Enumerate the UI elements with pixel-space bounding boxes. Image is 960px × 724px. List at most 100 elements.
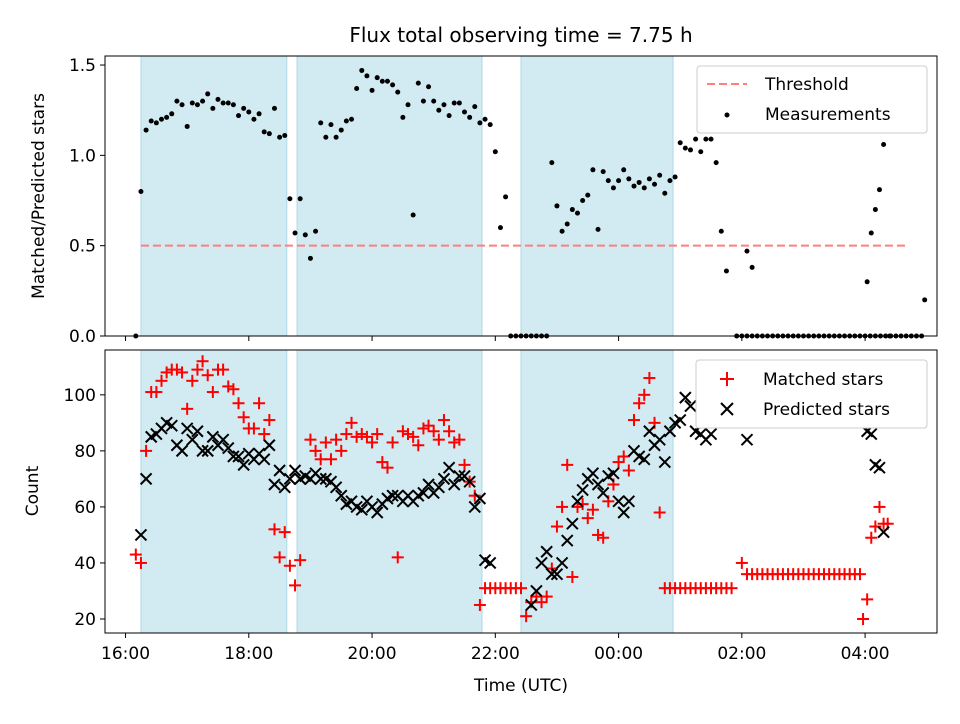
predicted-star-marker-b xyxy=(658,455,672,469)
matched-star-point xyxy=(515,582,527,595)
predicted-star-marker-b xyxy=(643,425,656,438)
predicted-star-point xyxy=(663,425,677,438)
predicted-star-point xyxy=(422,478,435,491)
predicted-star-marker-b xyxy=(350,500,363,514)
measurement-point xyxy=(194,102,200,108)
measurement-point xyxy=(174,98,180,104)
matched-star-point xyxy=(273,551,286,564)
matched-star-point xyxy=(319,436,332,449)
predicted-star-marker-b xyxy=(201,444,214,458)
predicted-star-point xyxy=(180,422,194,435)
predicted-star-marker-b xyxy=(283,472,297,486)
measurement-point xyxy=(610,185,616,191)
measurement-point xyxy=(148,118,154,124)
predicted-star-point xyxy=(463,475,476,488)
measurement-point xyxy=(672,174,678,180)
matched-star-point xyxy=(206,386,219,399)
matched-star-point xyxy=(355,428,368,441)
matched-star-point xyxy=(253,397,266,410)
matched-star-point xyxy=(540,590,553,603)
predicted-star-point xyxy=(550,567,564,581)
predicted-star-marker-b xyxy=(134,528,148,542)
observing-window-band xyxy=(140,55,288,337)
observing-windows xyxy=(140,349,674,634)
measurement-point xyxy=(251,116,257,122)
predicted-star-marker-b xyxy=(258,453,271,466)
predicted-star-point xyxy=(674,413,687,427)
measurement-point xyxy=(266,131,272,137)
predicted-star-point xyxy=(453,469,466,483)
matched-star-point xyxy=(155,374,168,387)
matched-star-point xyxy=(268,523,281,536)
predicted-star-marker-b xyxy=(422,478,435,491)
predicted-star-point xyxy=(201,444,214,458)
matched-star-point xyxy=(258,428,271,441)
predicted-star-point xyxy=(448,478,461,491)
predicted-star-point xyxy=(196,444,209,458)
predicted-star-marker-b xyxy=(417,486,430,500)
y-tick-label: 0.5 xyxy=(69,237,96,257)
y-tick-label: 80 xyxy=(74,442,96,462)
predicted-star-marker-b xyxy=(555,556,569,570)
predicted-star-marker-b xyxy=(355,503,368,516)
predicted-star-marker-b xyxy=(448,478,461,491)
matched-star-point xyxy=(371,428,384,441)
measurement-point xyxy=(503,194,509,200)
y-tick-label: 1.0 xyxy=(69,146,96,166)
measurement-point xyxy=(359,67,365,73)
measurement-point xyxy=(179,102,185,108)
measurement-point xyxy=(328,122,334,128)
predicted-star-point xyxy=(877,525,890,539)
measurement-point xyxy=(410,212,416,218)
matched-star-point xyxy=(222,380,235,393)
predicted-star-point xyxy=(576,483,589,497)
predicted-star-point xyxy=(483,556,497,570)
matched-star-point xyxy=(386,436,399,449)
predicted-star-point xyxy=(873,461,886,474)
matched-star-point xyxy=(283,559,296,572)
measurement-point xyxy=(708,136,714,142)
measurement-point xyxy=(585,192,591,198)
matched-star-point xyxy=(304,433,317,446)
predicted-star-point xyxy=(216,433,230,446)
predicted-star-point xyxy=(530,584,543,598)
predicted-star-point xyxy=(545,567,559,581)
matched-star-point xyxy=(622,464,635,477)
measurement-point xyxy=(164,114,170,120)
predicted-star-point xyxy=(134,528,148,542)
predicted-star-marker-b xyxy=(299,469,312,483)
measurement-point xyxy=(718,228,724,234)
predicted-star-marker-b xyxy=(186,433,199,446)
matched-star-point xyxy=(520,610,533,623)
predicted-star-point xyxy=(865,427,878,441)
measurement-point xyxy=(713,160,719,166)
matched-star-point xyxy=(617,450,630,463)
predicted-star-point xyxy=(525,598,538,612)
matched-star-point xyxy=(612,456,625,469)
predicted-star-point xyxy=(442,461,456,474)
matched-star-point xyxy=(735,556,748,569)
predicted-star-marker-b xyxy=(468,500,481,514)
predicted-star-point xyxy=(288,464,302,477)
matched-star-point xyxy=(396,425,409,438)
top-y-axis-label: Matched/Predicted stars xyxy=(29,93,49,299)
matched-star-point xyxy=(473,598,486,611)
measurement-point xyxy=(153,120,159,126)
chart-title: Flux total observing time = 7.75 h xyxy=(349,23,692,47)
predicted-star-marker-b xyxy=(576,483,589,497)
legend-threshold-label: Threshold xyxy=(764,75,849,95)
measurement-point xyxy=(241,105,247,111)
predicted-star-marker-b xyxy=(586,467,600,480)
predicted-star-point xyxy=(684,399,697,413)
predicted-star-marker-b xyxy=(473,492,487,505)
measurement-point xyxy=(600,169,606,175)
measurement-point xyxy=(876,187,882,193)
count-points xyxy=(129,355,894,625)
matched-star-point xyxy=(857,612,870,625)
matched-star-point xyxy=(366,436,379,449)
predicted-star-marker-b xyxy=(463,475,476,488)
measurement-point xyxy=(307,255,313,261)
predicted-star-point xyxy=(591,478,605,491)
predicted-star-marker-b xyxy=(622,495,636,508)
